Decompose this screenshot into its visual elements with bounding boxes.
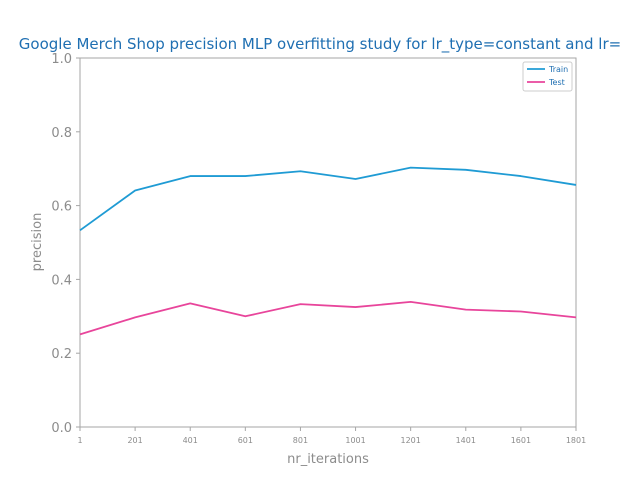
y-tick-label: 0.2 [51, 347, 72, 362]
series-line-train [79, 166, 577, 232]
plot-frame [79, 57, 577, 428]
x-tick-label: 201 [127, 436, 142, 445]
series-line-test [79, 301, 577, 336]
legend: Train Test [522, 61, 573, 92]
x-tick-label: 1601 [511, 436, 531, 445]
y-tick-label: 0.8 [51, 126, 72, 141]
y-tick-label: 0.6 [51, 200, 72, 215]
y-tick-label: 0.0 [51, 421, 72, 436]
y-tick-label: 1.0 [51, 52, 72, 67]
x-tick-label: 401 [183, 436, 198, 445]
legend-label-train: Train [548, 65, 568, 74]
x-tick-label: 801 [293, 436, 308, 445]
chart-title: Google Merch Shop precision MLP overfitt… [19, 35, 621, 54]
x-tick-label: 1801 [566, 436, 586, 445]
axes: 0.00.20.40.60.81.01 201 401 601 801 1001 1201 1… [51, 52, 586, 445]
x-tick-label: 1 [77, 436, 82, 445]
y-axis-label: precision [30, 213, 45, 272]
legend-label-test: Test [548, 78, 565, 87]
x-tick-label: 601 [238, 436, 253, 445]
series-layer [79, 166, 577, 336]
x-tick-label: 1001 [345, 436, 365, 445]
x-tick-label: 1201 [400, 436, 420, 445]
x-axis-label: nr_iterations [287, 452, 369, 467]
y-tick-label: 0.4 [51, 273, 72, 288]
x-tick-label: 1401 [456, 436, 476, 445]
